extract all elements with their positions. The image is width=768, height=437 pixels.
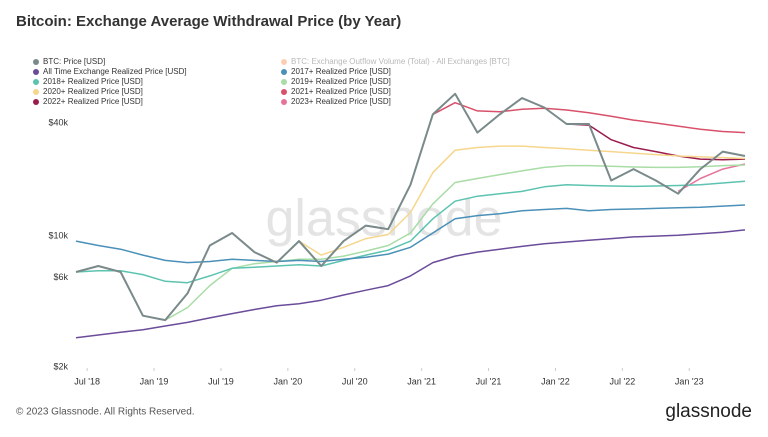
x-tick-label: Jan '23	[675, 376, 704, 386]
legend-label: 2018+ Realized Price [USD]	[43, 77, 143, 86]
legend-marker	[33, 89, 39, 95]
legend-label: 2022+ Realized Price [USD]	[43, 97, 143, 106]
y-tick-label: $6k	[53, 272, 68, 282]
legend-label: 2023+ Realized Price [USD]	[291, 97, 391, 106]
series-line	[75, 180, 746, 284]
legend-label: 2017+ Realized Price [USD]	[291, 67, 391, 76]
series-line	[677, 163, 746, 193]
x-tick-label: Jan '19	[140, 376, 169, 386]
x-tick-label: Jul '19	[208, 376, 234, 386]
series-line	[75, 92, 746, 322]
x-tick-label: Jul '22	[609, 376, 635, 386]
legend-marker	[281, 59, 287, 65]
series-line	[566, 123, 746, 161]
series-line	[164, 164, 746, 321]
x-tick-label: Jan '21	[407, 376, 436, 386]
series-line	[75, 204, 746, 264]
y-tick-label: $40k	[48, 117, 68, 127]
legend-label: BTC: Exchange Outflow Volume (Total) - A…	[291, 57, 510, 66]
legend-marker	[281, 79, 287, 85]
x-tick-label: Jul '20	[342, 376, 368, 386]
legend-label: BTC: Price [USD]	[43, 57, 105, 66]
y-tick-label: $2k	[53, 361, 68, 371]
legend-marker	[33, 99, 39, 105]
x-tick-label: Jan '20	[273, 376, 302, 386]
series-line	[432, 101, 746, 134]
x-tick-label: Jul '18	[74, 376, 100, 386]
legend-label: 2020+ Realized Price [USD]	[43, 87, 143, 96]
footer: © 2023 Glassnode. All Rights Reserved.	[16, 407, 195, 418]
legend-marker	[281, 99, 287, 105]
y-tick-label: $10k	[48, 230, 68, 240]
legend-label: 2021+ Realized Price [USD]	[291, 87, 391, 96]
series-line	[298, 145, 746, 256]
x-tick-label: Jul '21	[476, 376, 502, 386]
brand: glassnode	[665, 401, 752, 422]
legend-label: 2019+ Realized Price [USD]	[291, 77, 391, 86]
chart-title: Bitcoin: Exchange Average Withdrawal Pri…	[16, 13, 401, 30]
legend-marker	[33, 79, 39, 85]
legend-marker	[281, 89, 287, 95]
legend-marker	[281, 69, 287, 75]
x-tick-label: Jan '22	[541, 376, 570, 386]
legend-label: All Time Exchange Realized Price [USD]	[43, 67, 187, 76]
series-line	[75, 229, 746, 339]
legend-marker	[33, 69, 39, 75]
legend-marker	[33, 59, 39, 65]
